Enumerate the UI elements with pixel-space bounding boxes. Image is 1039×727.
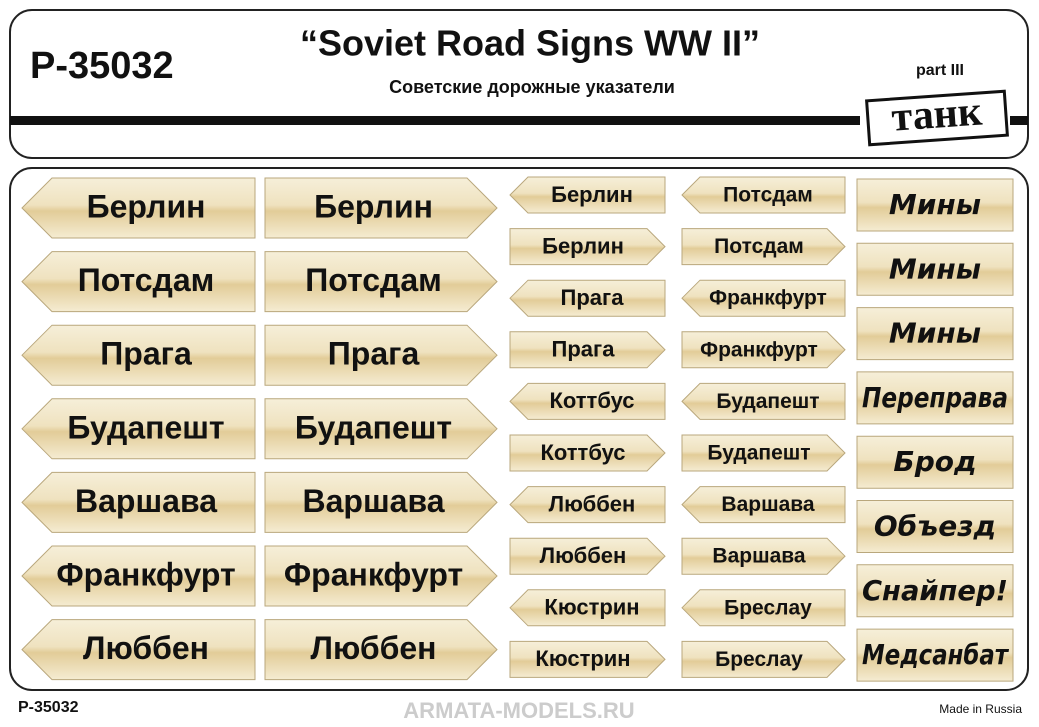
subtitle: Советские дорожные указатели <box>389 77 675 97</box>
sign-label: Люббен <box>83 630 209 666</box>
sign-label: Варшава <box>721 493 814 516</box>
sign-label: Коттбус <box>549 388 634 413</box>
sign-label: Объезд <box>874 510 996 543</box>
footer-code: P-35032 <box>18 699 79 716</box>
sign-label: Мины <box>889 317 981 350</box>
header-frame <box>9 9 1029 159</box>
road-sign <box>21 324 256 386</box>
sign-label: Потсдам <box>78 262 215 298</box>
road-sign <box>509 537 666 575</box>
sign-label: Берлин <box>314 188 433 224</box>
road-sign <box>264 545 498 607</box>
sign-label: Коттбус <box>540 440 625 465</box>
logo: танк <box>890 88 984 140</box>
sign-label: Берлин <box>87 188 206 224</box>
road-sign <box>264 398 498 460</box>
road-sign <box>681 486 846 524</box>
part-label: part III <box>916 62 964 79</box>
road-sign <box>681 176 846 214</box>
sign-label: Варшава <box>75 483 217 519</box>
road-sign <box>509 176 666 214</box>
sign-label: Будапешт <box>707 442 810 465</box>
sign-label: Потсдам <box>723 184 813 207</box>
road-sign <box>856 242 1014 296</box>
signs: Берлин Потсдам Прага Будапешт Варшава Франкфу… <box>21 176 1014 682</box>
road-sign <box>681 331 846 369</box>
sign-label: Прага <box>100 336 192 372</box>
road-sign <box>681 640 846 678</box>
sign-label: Брод <box>893 445 976 478</box>
road-sign <box>681 434 846 472</box>
road-sign <box>509 486 666 524</box>
road-sign <box>681 279 846 317</box>
sign-label: Франкфурт <box>56 556 235 592</box>
road-sign <box>856 178 1014 232</box>
sign-label: Потсдам <box>305 262 442 298</box>
road-sign <box>21 619 256 681</box>
road-sign <box>509 434 666 472</box>
road-sign <box>264 324 498 386</box>
header-rule-end <box>1010 116 1028 125</box>
sign-label: Медсанбат <box>862 638 1009 671</box>
sign-label: Будапешт <box>716 390 819 413</box>
sign-label: Берлин <box>542 233 624 258</box>
sign-label: Люббен <box>549 491 636 516</box>
sign-label: Мины <box>889 252 981 285</box>
road-sign <box>509 382 666 420</box>
road-sign <box>856 628 1014 682</box>
sign-label: Люббен <box>310 630 436 666</box>
road-sign <box>856 371 1014 425</box>
road-sign <box>681 382 846 420</box>
road-sign <box>264 251 498 313</box>
sign-label: Варшава <box>303 483 445 519</box>
sign-label: Прага <box>561 285 625 310</box>
sign-label: Прага <box>328 336 420 372</box>
road-sign <box>21 398 256 460</box>
road-sign <box>509 331 666 369</box>
sign-label: Переправа <box>862 381 1008 414</box>
sign-label: Бреслау <box>715 648 803 671</box>
header-rule <box>10 116 860 125</box>
sign-label: Кюстрин <box>535 646 630 671</box>
sign-label: Франкфурт <box>700 338 818 361</box>
sign-label: Будапешт <box>295 409 452 445</box>
sign-label: Люббен <box>540 543 627 568</box>
sign-label: Франкфурт <box>284 556 463 592</box>
road-sign <box>264 177 498 239</box>
sign-label: Бреслау <box>724 596 812 619</box>
sign-label: Мины <box>889 188 981 221</box>
road-sign <box>509 279 666 317</box>
road-sign <box>681 589 846 627</box>
sign-label: Потсдам <box>714 235 804 258</box>
logo-box <box>865 89 1009 147</box>
sign-label: Снайпер! <box>862 574 1008 607</box>
road-sign <box>856 307 1014 361</box>
sign-label: Будапешт <box>67 409 224 445</box>
road-sign <box>21 251 256 313</box>
road-sign <box>856 500 1014 553</box>
road-sign <box>509 640 666 678</box>
sheet-code: P-35032 <box>30 45 174 87</box>
road-sign <box>681 228 846 266</box>
road-sign <box>264 471 498 533</box>
road-sign <box>856 564 1014 618</box>
road-sign <box>509 589 666 627</box>
sign-label: Варшава <box>712 545 805 568</box>
sign-label: Берлин <box>551 182 633 207</box>
road-sign <box>856 435 1014 489</box>
road-sign <box>21 545 256 607</box>
road-sign <box>681 537 846 575</box>
road-sign <box>509 228 666 266</box>
sign-label: Прага <box>552 337 616 362</box>
origin: Made in Russia <box>939 702 1022 716</box>
sign-frame <box>9 167 1029 691</box>
sign-label: Франкфурт <box>709 287 827 310</box>
sign-label: Кюстрин <box>544 595 639 620</box>
title: “Soviet Road Signs WW II” <box>300 23 760 64</box>
road-sign <box>21 471 256 533</box>
road-sign <box>264 619 498 681</box>
road-sign <box>21 177 256 239</box>
watermark: ARMATA-MODELS.RU <box>403 698 634 723</box>
